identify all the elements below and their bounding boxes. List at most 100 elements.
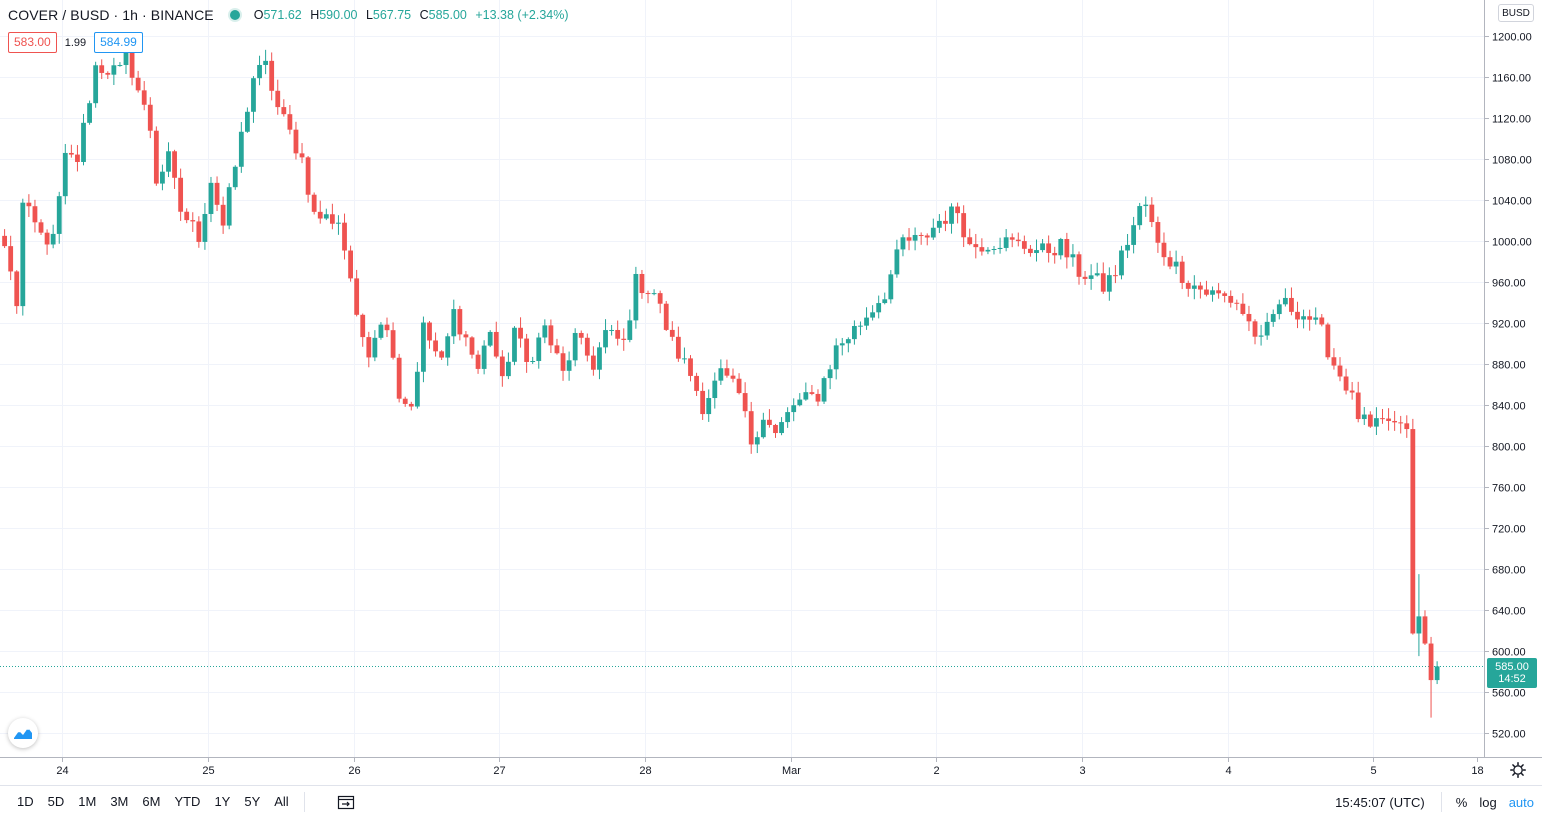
candle-body [390, 330, 396, 358]
candle-body [675, 336, 681, 359]
candle-body [208, 182, 214, 214]
candle-body [955, 206, 960, 214]
candle-body [1228, 295, 1234, 303]
range-1y-button[interactable]: 1Y [214, 794, 231, 809]
candle-body [1386, 418, 1391, 421]
symbol-title[interactable]: COVER / BUSD · 1h · BINANCE [8, 7, 214, 23]
price-tick-label: 640.00 [1492, 606, 1526, 618]
bottom-toolbar: 1D 5D 1M 3M 6M YTD 1Y 5Y All 15:45:07 (U… [0, 785, 1542, 817]
candle-body [44, 232, 50, 245]
candle-body [135, 77, 141, 91]
candle-body [918, 234, 924, 236]
candle-body [1398, 422, 1404, 424]
auto-scale-toggle[interactable]: auto [1508, 794, 1534, 810]
candle-body [457, 309, 463, 335]
candle-body [117, 65, 123, 67]
price-tick-label: 600.00 [1492, 647, 1526, 659]
candle-body [791, 405, 797, 413]
candle-body [348, 250, 353, 279]
range-all-button[interactable]: All [274, 794, 289, 809]
candle-body [839, 343, 845, 346]
candle-body [384, 324, 390, 331]
candle-body [1392, 420, 1398, 423]
candle-body [1234, 302, 1240, 304]
low-label: L [365, 8, 373, 22]
candle-body [1003, 237, 1009, 248]
ohlc-values: O571.62 H590.00 L567.75 C585.00 +13.38 (… [254, 8, 569, 22]
candle-body [694, 375, 699, 391]
candle-body [1191, 285, 1197, 289]
range-ytd-button[interactable]: YTD [174, 794, 201, 809]
bar-countdown: 14:52 [1498, 672, 1526, 685]
candle-body [1021, 241, 1027, 249]
candlestick-chart[interactable]: 1200.00 1160.00 1120.00 1080.00 1040.00 1000.… [0, 0, 1542, 785]
log-scale-toggle[interactable]: log [1479, 794, 1497, 810]
candle-body [663, 303, 669, 330]
candle-body [251, 78, 256, 112]
price-tick-label: 760.00 [1492, 483, 1526, 495]
candle-body [99, 65, 105, 73]
candle-body [833, 345, 839, 370]
candle-body [1264, 321, 1270, 336]
range-5d-button[interactable]: 5D [47, 794, 65, 809]
sell-price-button[interactable]: 583.00 [8, 32, 57, 53]
candle-body [1307, 316, 1313, 320]
price-tick-label: 680.00 [1492, 565, 1526, 577]
candle-body [202, 213, 208, 242]
candle-body [433, 340, 438, 352]
time-axis[interactable]: 24 25 26 27 28 Mar 2 3 4 5 18 [56, 757, 1484, 777]
candle-body [172, 151, 177, 178]
candle-body [821, 378, 827, 402]
low-value: 567.75 [372, 8, 412, 22]
buy-price-button[interactable]: 584.99 [94, 32, 143, 53]
candle-body [997, 247, 1003, 250]
price-tick-label: 1040.00 [1492, 196, 1532, 208]
candle-body [1416, 616, 1422, 634]
quote-row: 583.00 1.99 584.99 [8, 32, 143, 53]
percent-scale-toggle[interactable]: % [1455, 794, 1468, 810]
candle-body [712, 380, 718, 399]
candle-body [1289, 297, 1294, 312]
candle-body [1113, 275, 1118, 277]
candle-body [287, 114, 293, 130]
range-1d-button[interactable]: 1D [17, 794, 34, 809]
candle-body [1052, 252, 1058, 256]
go-to-date-icon[interactable] [335, 791, 357, 813]
candle-body [1173, 261, 1179, 267]
candle-body [736, 378, 742, 394]
candle-body [129, 45, 135, 78]
candle-body [967, 237, 973, 245]
candle-body [50, 233, 56, 245]
candle-body [87, 103, 92, 123]
candle-body [742, 393, 748, 412]
range-1m-button[interactable]: 1M [78, 794, 97, 809]
candle-body [38, 222, 44, 233]
candle-body [354, 278, 360, 315]
candle-body [827, 369, 833, 379]
price-tick-label: 800.00 [1492, 442, 1526, 454]
gear-icon[interactable] [1507, 759, 1529, 781]
candle-body [651, 293, 657, 295]
range-5y-button[interactable]: 5Y [244, 794, 261, 809]
candle-body [858, 325, 863, 327]
tradingview-logo-icon[interactable] [8, 718, 38, 748]
utc-clock[interactable]: 15:45:07 (UTC) [1335, 794, 1425, 810]
candle-body [317, 211, 323, 219]
price-axis[interactable]: 1200.00 1160.00 1120.00 1080.00 1040.00 1000.… [1484, 32, 1532, 741]
last-price-value: 585.00 [1495, 660, 1529, 673]
candle-body [1137, 206, 1143, 226]
candle-body [724, 368, 730, 376]
toolbar-divider [1440, 792, 1442, 812]
range-6m-button[interactable]: 6M [142, 794, 161, 809]
candle-body [1355, 392, 1361, 420]
candle-body [1210, 290, 1215, 295]
time-tick-label: 3 [1079, 765, 1085, 777]
currency-badge[interactable]: BUSD [1498, 4, 1534, 22]
chart-legend: COVER / BUSD · 1h · BINANCE O571.62 H590… [8, 6, 569, 24]
candle-body [779, 422, 784, 434]
candle-body [1155, 222, 1161, 243]
candle-body [93, 65, 99, 104]
range-3m-button[interactable]: 3M [110, 794, 129, 809]
toolbar-divider [303, 791, 305, 812]
candle-body [669, 329, 675, 337]
